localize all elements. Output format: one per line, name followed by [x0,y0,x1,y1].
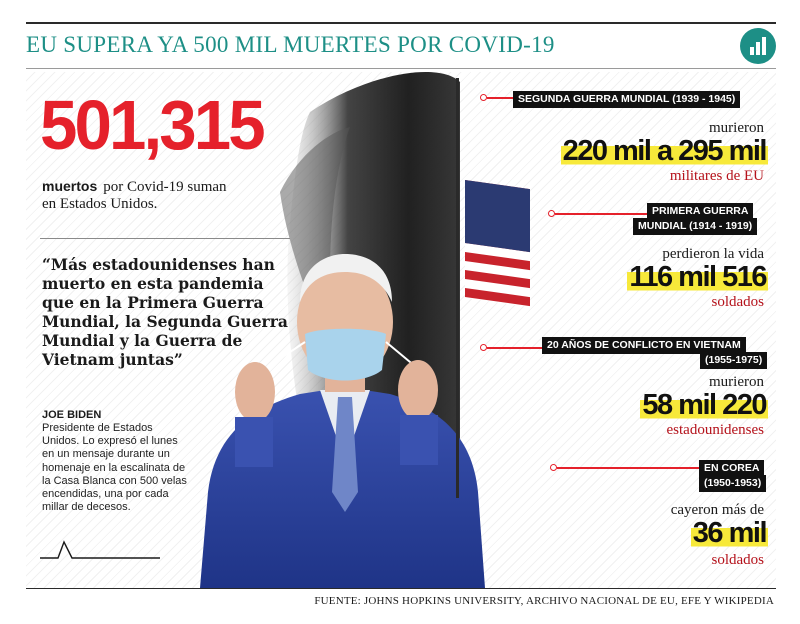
unit-ww1: soldados [711,294,765,310]
label-ww1-line1: PRIMERA GUERRA [647,203,754,220]
source-credit: FUENTE: JOHNS HOPKINS UNIVERSITY, ARCHIV… [314,595,774,607]
verb-vietnam: murieron [709,374,764,390]
deaths-label-bold: muertos [42,178,98,194]
top-rule [26,22,776,24]
connector-dot [550,464,557,471]
page-title: EU SUPERA YA 500 MIL MUERTES POR COVID-1… [26,32,555,57]
deaths-label-line2: en Estados Unidos. [42,196,158,212]
unit-vietnam: estadounidenses [666,422,764,438]
label-vietnam-line1: 20 AÑOS DE CONFLICTO EN VIETNAM [542,337,746,354]
connector-line [487,347,542,349]
label-korea-line1: EN COREA [699,460,765,477]
figure-ww2: 220 mil a 295 mil [560,135,768,167]
connector-dot [548,210,555,217]
flag-pole [456,78,459,498]
pulse-line-decoration [40,540,160,559]
label-vietnam-line2: (1955-1975) [700,352,768,369]
verb-ww1: perdieron la vida [662,246,764,262]
figure-ww1: 116 mil 516 [627,261,768,293]
biden-quote: “Más estadounidenses han muerto en esta … [42,255,288,369]
bar-chart-icon [740,28,776,64]
connector-line [555,213,647,215]
connector-line [487,97,513,99]
verb-korea: cayeron más de [670,502,764,518]
title-rule [26,68,776,69]
bottom-rule [26,588,776,589]
connector-dot [480,94,487,101]
figure-korea: 36 mil [690,517,768,549]
label-ww2: SEGUNDA GUERRA MUNDIAL (1939 - 1945) [513,91,741,108]
speaker-name: JOE BIDEN [42,409,102,421]
figure-vietnam: 58 mil 220 [640,389,768,421]
deaths-label-rest: por Covid-19 suman [103,179,227,195]
label-korea-line2: (1950-1953) [699,475,767,492]
unit-korea: soldados [711,552,765,568]
speaker-description: Presidente de Estados Unidos. Lo expresó… [42,422,187,514]
label-ww1-line2: MUNDIAL (1914 - 1919) [633,218,758,235]
left-divider [40,238,290,239]
connector-dot [480,344,487,351]
total-deaths-number: 501,315 [40,86,266,164]
unit-ww2: militares de EU [669,168,764,184]
total-deaths-caption: muertos por Covid-19 suman [42,178,227,196]
connector-line [557,467,699,469]
verb-ww2: murieron [709,120,764,136]
